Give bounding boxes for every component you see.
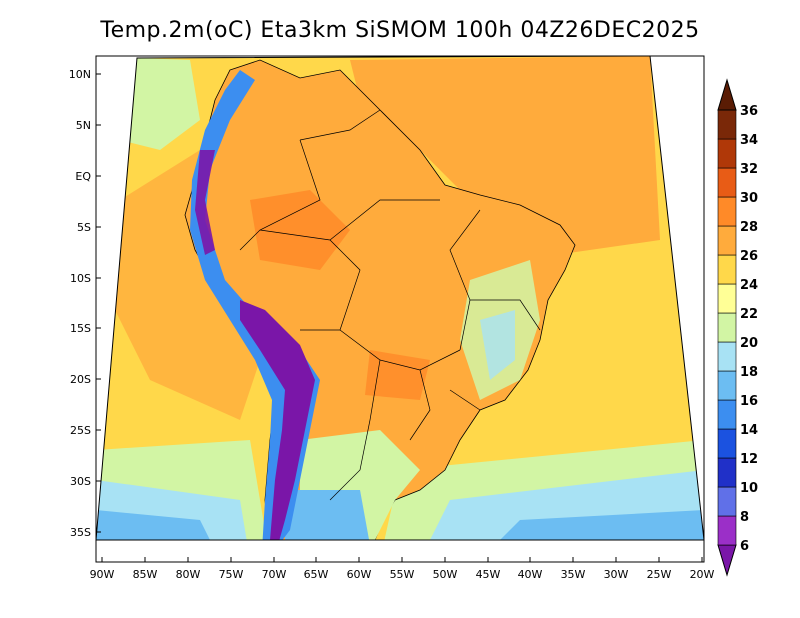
colorbar-label: 6 xyxy=(740,539,749,554)
colorbar-label: 36 xyxy=(740,104,758,119)
temperature-field xyxy=(96,56,704,540)
lon-label: 20W xyxy=(690,568,715,581)
colorbar-label: 34 xyxy=(740,133,758,148)
colorbar: 6 8 10 12 14 16 18 20 22 24 26 28 30 32 34 36 xyxy=(717,78,758,577)
colorbar-swatch xyxy=(717,457,737,488)
lon-label: 40W xyxy=(518,568,543,581)
lon-label: 30W xyxy=(604,568,629,581)
colorbar-label: 28 xyxy=(740,220,758,235)
lon-label: 35W xyxy=(561,568,586,581)
lon-label: 85W xyxy=(133,568,158,581)
lon-label: 75W xyxy=(219,568,244,581)
lat-label: 20S xyxy=(70,373,91,386)
colorbar-swatch xyxy=(717,225,737,256)
lat-label: 10S xyxy=(70,272,91,285)
amazon-hot-area xyxy=(250,190,350,270)
colorbar-swatch xyxy=(717,254,737,285)
lon-label: 60W xyxy=(347,568,372,581)
colorbar-swatch xyxy=(717,515,737,546)
colorbar-swatch xyxy=(717,399,737,430)
colorbar-swatch xyxy=(717,138,737,169)
colorbar-label: 8 xyxy=(740,510,749,525)
colorbar-max-arrow xyxy=(717,78,737,111)
map-title: Temp.2m(oC) Eta3km SiSMOM 100h 04Z26DEC2… xyxy=(100,18,700,43)
lat-label: 5S xyxy=(77,221,91,234)
lat-label: 30S xyxy=(70,475,91,488)
colorbar-label: 24 xyxy=(740,278,758,293)
colorbar-label: 16 xyxy=(740,394,758,409)
colorbar-swatch xyxy=(717,341,737,372)
atlantic-warm-area xyxy=(350,56,660,260)
colorbar-swatch xyxy=(717,109,737,140)
lon-label: 65W xyxy=(304,568,329,581)
brazil-highlands-cold-area xyxy=(480,310,515,380)
lon-label: 45W xyxy=(476,568,501,581)
pacific-cool-area xyxy=(120,58,200,150)
colorbar-label: 26 xyxy=(740,249,758,264)
colorbar-label: 20 xyxy=(740,336,758,351)
lon-label: 90W xyxy=(90,568,115,581)
colorbar-label: 18 xyxy=(740,365,758,380)
latitude-axis: 10N 5N EQ 5S 10S 15S 20S 25S 30S 35S xyxy=(69,68,101,539)
colorbar-swatch xyxy=(717,312,737,343)
colorbar-swatch xyxy=(717,486,737,517)
north-andes-cold-area xyxy=(195,150,215,255)
lon-label: 50W xyxy=(433,568,458,581)
country-borders xyxy=(239,109,541,501)
lat-label: 15S xyxy=(70,322,91,335)
lat-label: 10N xyxy=(69,68,91,81)
plot-border xyxy=(95,55,705,563)
lon-label: 70W xyxy=(262,568,287,581)
andes-coldest-area xyxy=(240,300,315,540)
lon-label: 25W xyxy=(647,568,672,581)
colorbar-swatch xyxy=(717,283,737,314)
longitude-axis: 90W 85W 80W 75W 70W 65W 60W 55W 50W 45W … xyxy=(90,557,715,581)
south-pacific-colder-area xyxy=(96,510,220,540)
colorbar-swatch xyxy=(717,370,737,401)
lat-label: 35S xyxy=(70,526,91,539)
colorbar-label: 30 xyxy=(740,191,758,206)
lat-label: EQ xyxy=(75,170,91,183)
colorbar-swatch xyxy=(717,167,737,198)
southern-cone-cold-area xyxy=(285,490,370,540)
colorbar-label: 10 xyxy=(740,481,758,496)
pacific-warm-area xyxy=(110,150,260,420)
colorbar-min-arrow xyxy=(717,544,737,577)
colorbar-label: 32 xyxy=(740,162,758,177)
colorbar-swatch xyxy=(717,428,737,459)
colorbar-swatch xyxy=(717,196,737,227)
colorbar-label: 14 xyxy=(740,423,758,438)
south-atlantic-colder-area xyxy=(480,510,704,540)
chaco-hot-area xyxy=(365,350,430,400)
lon-label: 80W xyxy=(176,568,201,581)
colorbar-label: 22 xyxy=(740,307,758,322)
lon-label: 55W xyxy=(390,568,415,581)
lat-label: 25S xyxy=(70,424,91,437)
lat-label: 5N xyxy=(76,119,91,132)
colorbar-label: 12 xyxy=(740,452,758,467)
